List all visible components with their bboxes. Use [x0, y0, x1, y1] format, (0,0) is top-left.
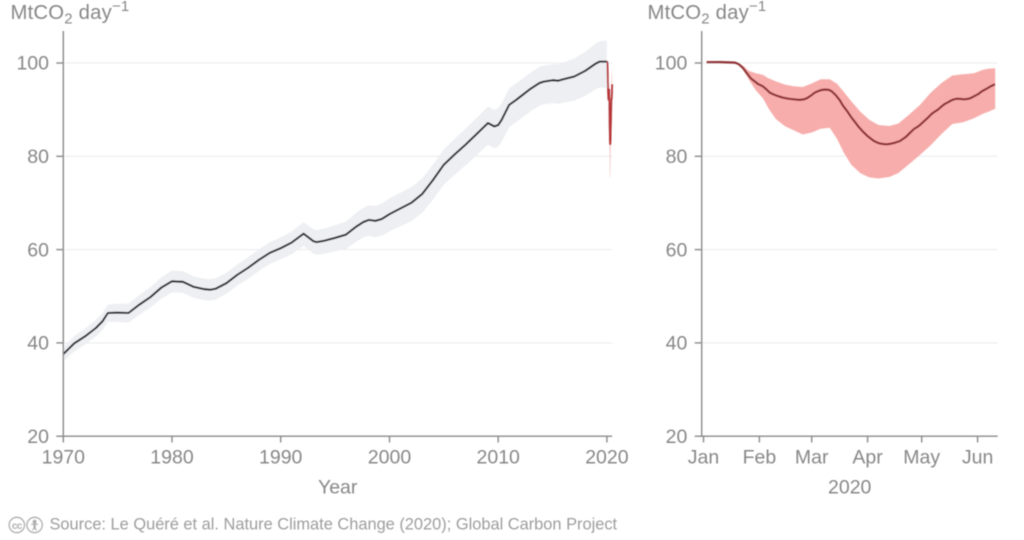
svg-text:May: May [903, 447, 940, 469]
svg-text:Jan: Jan [688, 447, 719, 469]
svg-text:60: 60 [666, 239, 688, 261]
svg-text:2020: 2020 [828, 477, 872, 499]
svg-text:2010: 2010 [477, 447, 521, 469]
svg-text:20: 20 [666, 426, 688, 448]
svg-text:40: 40 [27, 333, 49, 355]
svg-text:80: 80 [666, 146, 688, 168]
svg-text:Jun: Jun [962, 447, 993, 469]
svg-text:cc: cc [12, 521, 23, 532]
svg-text:100: 100 [16, 53, 49, 75]
svg-text:1990: 1990 [259, 447, 303, 469]
svg-text:2020: 2020 [585, 447, 629, 469]
svg-text:80: 80 [27, 146, 49, 168]
svg-text:1970: 1970 [42, 447, 86, 469]
svg-text:Source: Le Quéré et al. Nature: Source: Le Quéré et al. Nature Climate C… [50, 516, 618, 534]
svg-text:Feb: Feb [743, 447, 777, 469]
svg-text:40: 40 [666, 333, 688, 355]
svg-text:20: 20 [27, 426, 49, 448]
svg-text:1980: 1980 [150, 447, 194, 469]
svg-text:Year: Year [318, 477, 358, 499]
svg-text:60: 60 [27, 239, 49, 261]
svg-text:2000: 2000 [368, 447, 412, 469]
svg-text:Apr: Apr [852, 447, 883, 469]
svg-text:100: 100 [655, 53, 688, 75]
svg-text:Mar: Mar [795, 447, 829, 469]
